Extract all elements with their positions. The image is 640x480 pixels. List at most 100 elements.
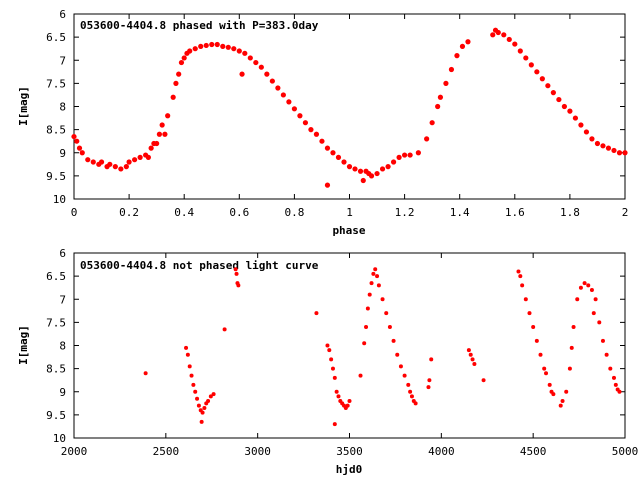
- phased-y-axis-label: I[mag]: [17, 86, 30, 126]
- phased-data-point: [264, 71, 270, 77]
- raw-y-tick-label: 9.5: [46, 409, 66, 422]
- raw-data-point: [604, 352, 609, 357]
- phased-data-point: [437, 94, 444, 100]
- phased-data-point: [173, 80, 179, 86]
- raw-data-point: [551, 392, 556, 397]
- raw-data-point: [600, 338, 605, 343]
- phased-data-point: [118, 166, 124, 172]
- phased-data-point: [319, 138, 325, 144]
- raw-data-point: [373, 267, 378, 272]
- phased-y-tick-label: 8: [59, 101, 66, 114]
- phased-data-point: [605, 145, 612, 151]
- raw-data-point: [362, 341, 367, 346]
- phased-data-point: [203, 42, 209, 49]
- raw-data-point: [408, 389, 413, 394]
- raw-data-point: [591, 311, 596, 316]
- raw-data-point: [211, 392, 216, 397]
- raw-data-point: [558, 403, 563, 408]
- raw-data-point: [547, 382, 552, 387]
- phased-data-points: [71, 27, 628, 188]
- raw-x-tick-label: 3500: [336, 445, 363, 458]
- phased-y-ticks: 6 6.5 7 7.5 8 8.5 9 9.5 10: [46, 8, 625, 206]
- raw-data-point: [376, 283, 381, 288]
- raw-data-point: [332, 375, 337, 380]
- raw-data-point: [365, 306, 370, 311]
- phased-data-point: [225, 44, 231, 50]
- phased-data-point: [324, 182, 331, 188]
- raw-data-point: [569, 345, 574, 350]
- raw-data-point: [466, 348, 471, 353]
- phased-data-point: [578, 122, 584, 128]
- raw-data-point: [233, 267, 238, 272]
- raw-x-tick-label: 2500: [153, 445, 180, 458]
- raw-data-point: [191, 382, 196, 387]
- phased-plot-frame: [73, 13, 626, 200]
- raw-y-tick-label: 10: [53, 432, 66, 445]
- raw-data-point: [593, 297, 598, 302]
- phased-data-point: [247, 55, 253, 61]
- phased-data-point: [239, 71, 245, 77]
- phased-data-point: [76, 145, 83, 151]
- raw-data-point: [185, 352, 190, 357]
- raw-data-point: [531, 325, 536, 329]
- phased-data-point: [269, 78, 275, 84]
- raw-data-point: [544, 371, 549, 376]
- phased-y-tick-label: 8.5: [46, 124, 66, 137]
- phased-x-tick-label: 1: [346, 206, 353, 219]
- phased-data-point: [302, 120, 309, 126]
- phased-data-point: [556, 96, 562, 103]
- phased-data-point: [429, 120, 435, 126]
- phased-data-point: [236, 48, 242, 54]
- raw-data-point: [564, 389, 569, 394]
- raw-y-axis-label: I[mag]: [17, 325, 30, 365]
- raw-data-point: [369, 281, 374, 286]
- phased-data-point: [297, 113, 303, 119]
- raw-data-point: [575, 297, 580, 302]
- phased-data-point: [341, 159, 347, 165]
- raw-data-point: [582, 281, 587, 286]
- raw-y-ticks: 6 6.5 7 7.5 8 8.5 9 9.5 10: [46, 247, 625, 445]
- raw-data-point: [617, 389, 622, 394]
- raw-data-point: [523, 297, 528, 302]
- phased-data-point: [79, 150, 85, 156]
- phased-data-point: [198, 43, 204, 49]
- phased-data-point: [112, 164, 118, 170]
- phased-data-point: [523, 55, 529, 61]
- phased-y-tick-label: 7.5: [46, 77, 66, 90]
- raw-data-point: [196, 403, 201, 408]
- raw-data-point: [426, 385, 431, 390]
- raw-data-point: [202, 405, 207, 410]
- phased-x-tick-label: 1.2: [395, 206, 415, 219]
- phased-y-tick-label: 6.5: [46, 31, 66, 44]
- phased-data-point: [368, 173, 375, 179]
- phased-data-point: [291, 106, 297, 112]
- raw-data-point: [427, 378, 432, 383]
- phased-data-point: [443, 80, 449, 86]
- raw-data-point: [189, 373, 194, 378]
- raw-data-points: [143, 267, 622, 427]
- raw-data-point: [371, 271, 376, 276]
- raw-data-point: [542, 366, 547, 371]
- phased-data-point: [192, 46, 198, 52]
- raw-data-point: [472, 362, 477, 366]
- phased-data-point: [145, 154, 151, 160]
- raw-data-point: [571, 325, 576, 329]
- raw-data-point: [200, 410, 205, 415]
- phased-y-tick-label: 6: [59, 8, 66, 21]
- raw-data-point: [597, 320, 602, 325]
- raw-panel: 053600-4404.8 not phased light curve hjd…: [17, 247, 638, 476]
- phased-data-point: [280, 92, 286, 98]
- phased-data-point: [313, 131, 320, 137]
- raw-data-point: [330, 366, 335, 371]
- raw-data-point: [413, 401, 418, 406]
- phased-data-point: [385, 164, 391, 170]
- phased-data-point: [162, 131, 168, 137]
- phased-data-point: [459, 43, 466, 49]
- phased-data-point: [572, 115, 579, 121]
- phased-y-tick-label: 7: [59, 54, 66, 67]
- phased-data-point: [286, 99, 292, 105]
- phased-data-point: [517, 48, 523, 54]
- phased-data-point: [148, 145, 154, 151]
- raw-data-point: [358, 373, 363, 378]
- raw-y-tick-label: 7: [59, 293, 66, 306]
